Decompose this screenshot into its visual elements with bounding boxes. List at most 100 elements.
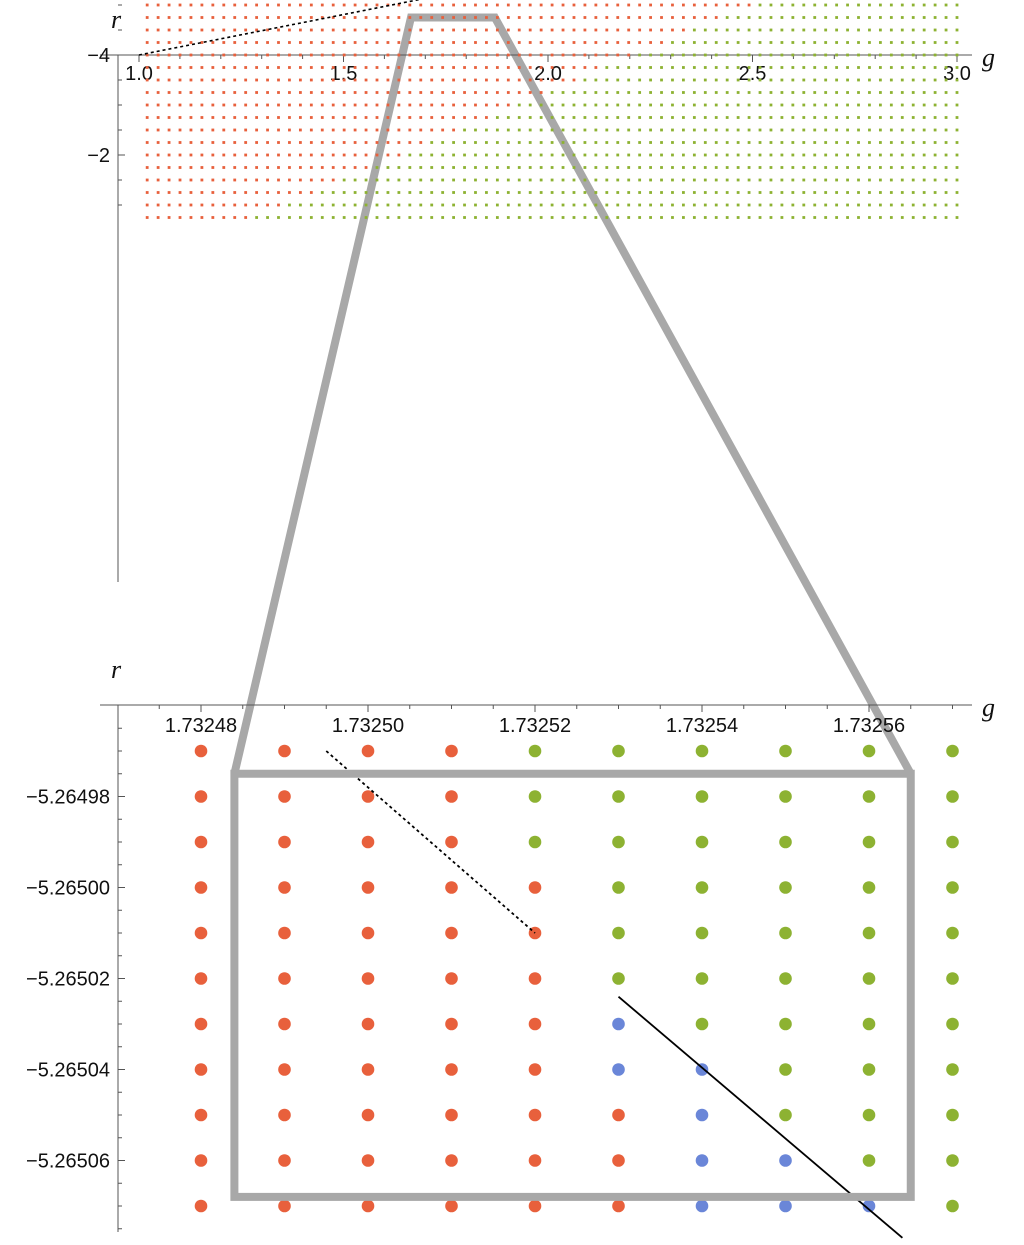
overview-point [331,116,335,119]
overview-point [528,53,532,57]
overview-point [736,216,740,219]
overview-point [922,128,926,132]
overview-point [835,66,839,69]
overview-point [331,16,335,19]
zoom-point [528,1108,542,1122]
overview-point [189,178,193,182]
overview-point [353,153,357,157]
overview-point [200,203,204,207]
overview-point [846,153,849,157]
overview-point [769,41,773,44]
overview-point [397,91,401,94]
zoom-point [612,881,625,894]
overview-point [572,191,576,194]
overview-point [255,141,259,144]
overview-point [386,141,390,144]
overview-point [692,66,696,69]
overview-point [824,141,828,144]
overview-point [463,178,466,182]
overview-point [331,91,335,94]
overview-point [780,78,784,82]
overview-point [364,141,368,144]
overview-point [222,203,226,207]
overview-point [145,166,149,169]
overview-point [671,153,674,157]
overview-point [769,3,773,7]
overview-point [309,203,313,207]
overview-point [583,3,587,7]
overview-point [802,203,806,207]
overview-point [561,91,565,94]
overview-point [605,216,609,219]
overview-point [660,103,663,107]
overview-point [835,116,839,119]
overview-point [353,178,357,182]
overview-point [419,216,423,219]
overview-point [594,53,598,57]
overview-point [671,53,674,57]
overview-point [342,16,346,19]
overview-point [485,28,488,32]
overview-point [572,128,576,132]
overview-point [189,191,193,194]
overview-point [463,128,466,132]
overview-point [649,128,652,132]
overview-point [703,103,707,107]
overview-point [922,153,926,157]
overview-point [758,41,762,44]
overview-point [714,3,718,7]
overview-point [222,103,226,107]
overview-point [660,116,663,119]
overview-point [878,16,882,19]
overview-point [868,166,871,169]
overview-point [682,91,685,94]
zoom-point [695,926,709,940]
overview-point [802,116,806,119]
overview-point [824,53,828,57]
zoom-point [528,881,542,894]
overview-point [824,178,828,182]
overview-point [167,166,171,169]
overview-point [441,41,445,44]
overview-point [364,191,368,194]
overview-point [802,153,806,157]
zoom-point [612,1017,625,1031]
overview-point [922,103,926,107]
overview-point [660,66,663,69]
overview-point [353,141,357,144]
zoom-point [278,1154,291,1167]
overview-point [288,191,291,194]
overview-point [900,153,904,157]
overview-point [747,66,751,69]
overview-point [780,166,784,169]
overview-point [517,3,521,7]
overview-point [167,116,171,119]
overview-point [758,91,762,94]
overview-point [736,53,740,57]
overview-point [846,28,849,32]
overview-point [933,141,937,144]
overview-point [419,203,423,207]
zoom-point [528,790,542,803]
overview-point [868,153,871,157]
overview-point [933,166,937,169]
overview-point [342,178,346,182]
overview-point [277,141,280,144]
overview-point [320,41,324,44]
overview-point [364,78,368,82]
overview-point [627,141,631,144]
overview-point [463,16,466,19]
overview-point [495,53,499,57]
overview-point [397,3,401,7]
overview-point [561,78,565,82]
overview-point [889,78,893,82]
overview-point [452,203,455,207]
overview-point [572,3,576,7]
overview-point [200,103,204,107]
overview-point [298,203,302,207]
overview-point [320,178,324,182]
overview-point [200,3,204,7]
overview-point [594,78,598,82]
overview-point [747,103,751,107]
overview-point [868,216,871,219]
